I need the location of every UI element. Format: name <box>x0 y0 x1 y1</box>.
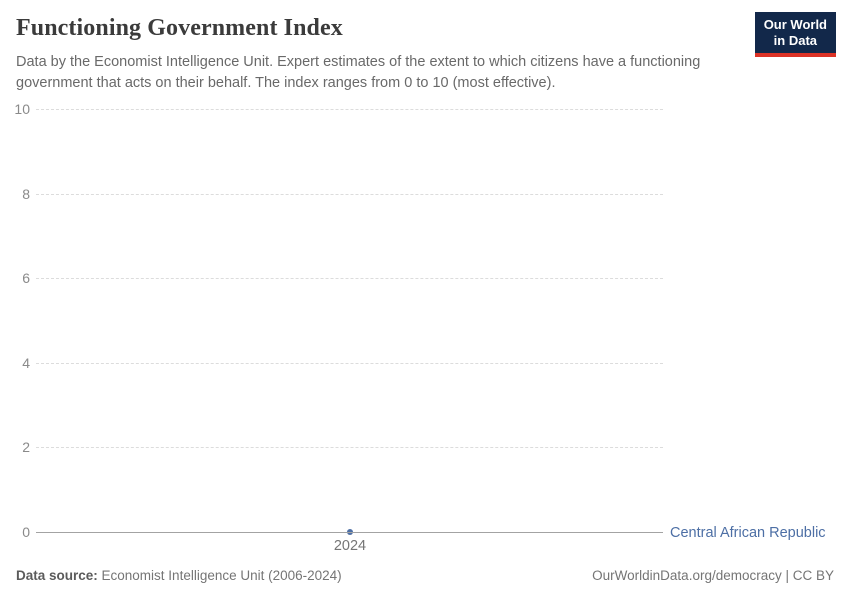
owid-logo-line2: in Data <box>773 33 818 48</box>
y-axis-tick-label: 10 <box>14 101 30 117</box>
y-axis-tick-label: 6 <box>22 270 30 286</box>
data-source-label: Data source: <box>16 568 98 583</box>
series-entity-label[interactable]: Central African Republic <box>670 524 826 541</box>
gridline <box>36 362 663 364</box>
chart-footer: Data source: Economist Intelligence Unit… <box>16 568 834 583</box>
footer-link[interactable]: OurWorldinData.org/democracy | CC BY <box>592 568 834 583</box>
gridline <box>36 109 663 110</box>
gridline <box>36 193 663 195</box>
owid-logo-line1: Our World <box>763 17 827 32</box>
x-axis-line <box>36 531 663 533</box>
data-source-note: Data source: Economist Intelligence Unit… <box>16 568 342 583</box>
page-title: Functioning Government Index <box>16 15 343 41</box>
data-source-text: Economist Intelligence Unit (2006-2024) <box>97 568 342 583</box>
gridline <box>36 278 663 279</box>
gridline <box>36 447 663 448</box>
y-axis-tick-label: 2 <box>22 439 30 455</box>
x-axis-tick-label: 2024 <box>333 538 367 554</box>
chart-subtitle: Data by the Economist Intelligence Unit.… <box>16 54 701 91</box>
owid-logo[interactable]: Our World in Data <box>754 12 836 57</box>
y-axis-tick-label: 0 <box>22 523 30 540</box>
y-axis-tick-label: 4 <box>22 354 30 371</box>
y-axis-tick-label: 8 <box>22 185 30 202</box>
